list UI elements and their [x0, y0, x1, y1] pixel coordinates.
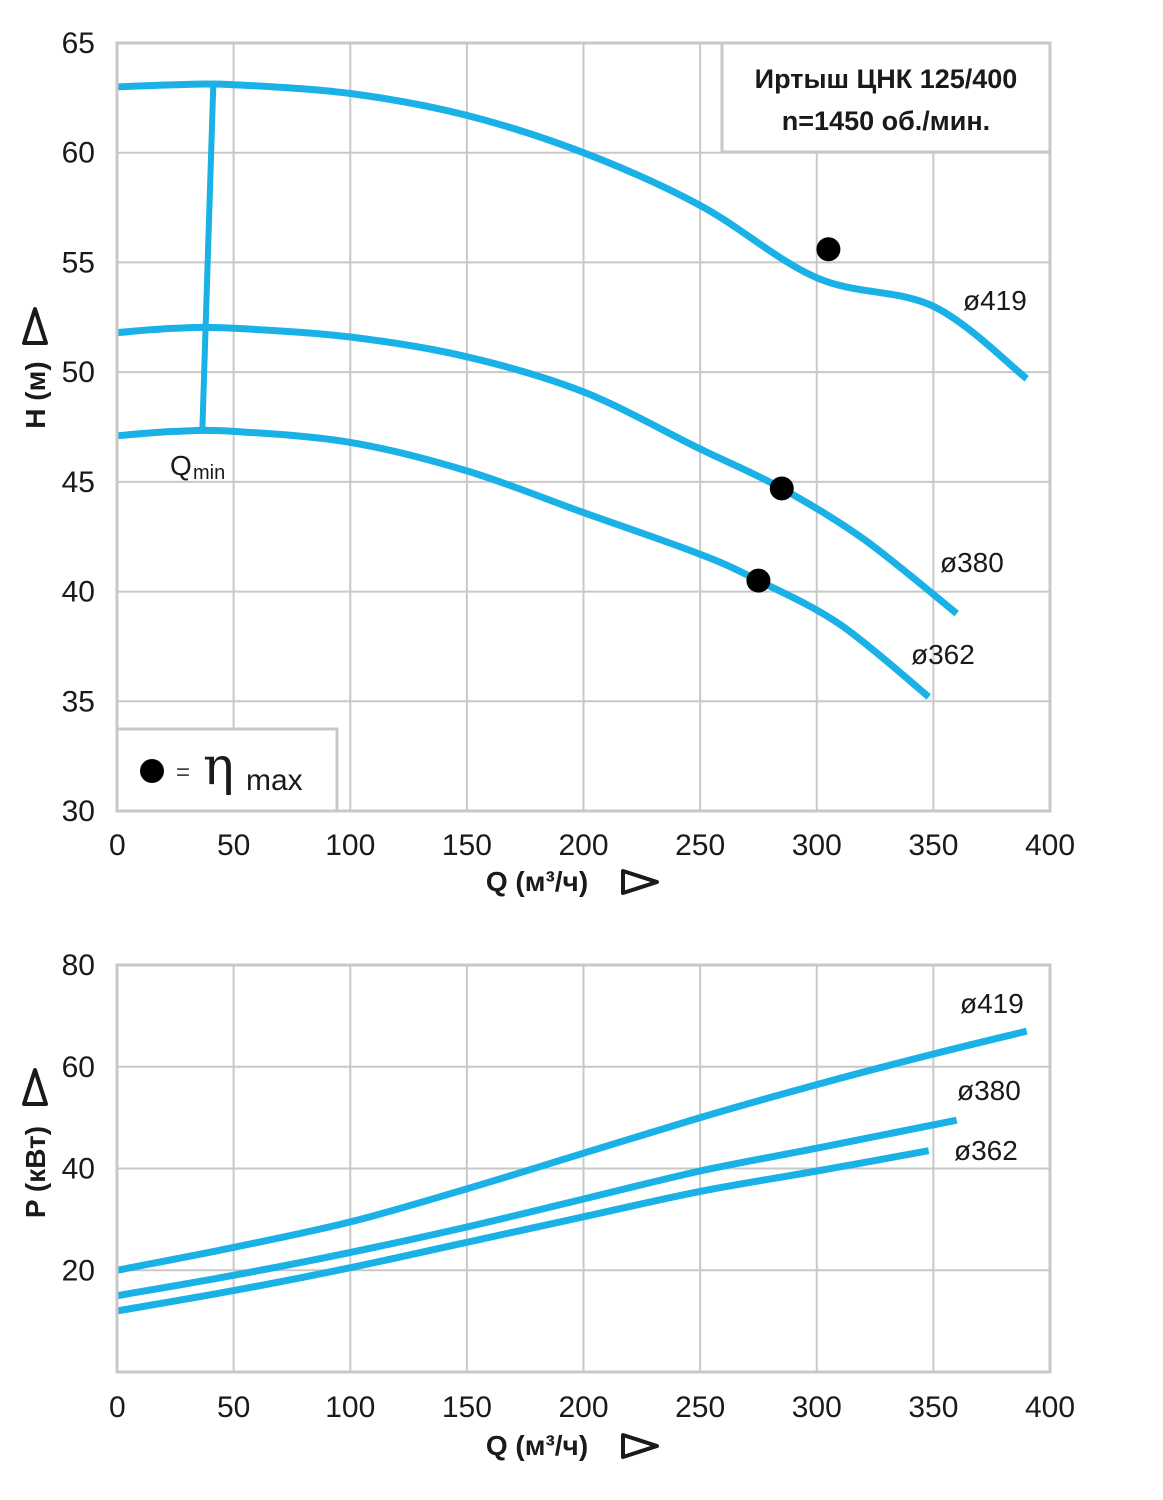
power-chart-grid	[116, 964, 1051, 1372]
x-tick-label: 150	[442, 1391, 492, 1424]
legend-eta-subscript: max	[246, 764, 303, 797]
qmin-line	[199, 84, 217, 432]
qmin-label-main: Q	[170, 450, 192, 481]
x-tick-label: 0	[109, 1391, 126, 1424]
power-curve-label-362: ø362	[954, 1135, 1018, 1166]
x-axis-arrow-icon	[621, 869, 659, 895]
y-axis-arrow-icon	[22, 1068, 48, 1106]
y-tick-label: 65	[62, 27, 95, 60]
bep-point-380	[769, 476, 794, 501]
head-chart-x-axis-label: Q (м³/ч)	[486, 866, 588, 897]
qmin-label-subscript: min	[193, 462, 225, 484]
y-tick-label: 80	[62, 949, 95, 982]
power-chart-x-axis-label: Q (м³/ч)	[486, 1430, 588, 1461]
x-tick-label: 350	[908, 829, 958, 862]
head-chart-y-axis-label: H (м)	[20, 361, 51, 428]
y-tick-label: 40	[62, 1153, 95, 1186]
x-tick-label: 50	[217, 829, 250, 862]
power-chart-y-ticks: 20 40 60 80	[62, 949, 95, 1287]
head-chart-x-axis-title: Q (м³/ч)	[486, 866, 659, 897]
pump-speed-label: n=1450 об./мин.	[782, 106, 990, 136]
legend-equals: =	[176, 759, 190, 786]
head-chart-y-axis-title: H (м)	[20, 307, 51, 429]
x-tick-label: 250	[675, 1391, 725, 1424]
power-chart-y-axis-title: P (кВт)	[20, 1068, 51, 1218]
x-axis-arrow-icon	[621, 1433, 659, 1459]
x-tick-label: 300	[792, 1391, 842, 1424]
head-curve-362	[116, 426, 931, 700]
power-chart-curves	[116, 1027, 1028, 1315]
head-curve-label-362: ø362	[911, 639, 975, 670]
qmin-vertical-line	[199, 84, 217, 432]
head-curve-label-419: ø419	[963, 285, 1027, 316]
y-tick-label: 40	[62, 576, 95, 609]
x-tick-label: 200	[558, 829, 608, 862]
x-tick-label: 100	[325, 1391, 375, 1424]
power-curve-362	[116, 1147, 930, 1315]
head-chart-grid	[116, 42, 1051, 812]
pump-info-box: Иртыш ЦНК 125/400 n=1450 об./мин.	[720, 41, 1052, 154]
qmin-label: Q min	[170, 450, 225, 484]
x-tick-label: 400	[1025, 1391, 1075, 1424]
bep-point-419	[816, 237, 841, 262]
y-tick-label: 20	[62, 1254, 95, 1287]
power-curve-label-419: ø419	[960, 988, 1024, 1019]
x-tick-label: 50	[217, 1391, 250, 1424]
x-tick-label: 350	[908, 1391, 958, 1424]
power-chart-y-axis-label: P (кВт)	[20, 1126, 51, 1218]
x-tick-label: 100	[325, 829, 375, 862]
power-chart-x-ticks: 0 50 100 150 200 250 300 350 400	[109, 1391, 1075, 1424]
y-tick-label: 60	[62, 137, 95, 170]
x-tick-label: 150	[442, 829, 492, 862]
y-tick-label: 55	[62, 246, 95, 279]
y-tick-label: 50	[62, 356, 95, 389]
head-chart-y-ticks: 30 35 40 45 50 55 60 65	[62, 27, 95, 828]
x-tick-label: 200	[558, 1391, 608, 1424]
head-chart-curves	[116, 80, 1029, 700]
y-tick-label: 30	[62, 795, 95, 828]
y-tick-label: 45	[62, 466, 95, 499]
y-tick-label: 60	[62, 1051, 95, 1084]
head-curve-label-380: ø380	[940, 547, 1004, 578]
head-chart-x-ticks: 0 50 100 150 200 250 300 350 400	[109, 829, 1075, 862]
head-chart-frame	[115, 41, 1052, 813]
power-curve-419	[116, 1027, 1028, 1274]
power-curve-380	[116, 1116, 958, 1300]
x-tick-label: 0	[109, 829, 126, 862]
legend-dot-icon	[140, 759, 164, 783]
power-chart: 20 40 60 80 0 50 100 150 200 250 300 350 400 ø419 ø…	[20, 949, 1075, 1461]
x-tick-label: 400	[1025, 829, 1075, 862]
x-tick-label: 300	[792, 829, 842, 862]
pump-model-label: Иртыш ЦНК 125/400	[755, 64, 1018, 94]
power-chart-frame	[115, 963, 1052, 1374]
head-chart-bep-points	[746, 237, 841, 593]
y-axis-arrow-icon	[22, 307, 48, 345]
y-tick-label: 35	[62, 685, 95, 718]
head-curve-380	[116, 323, 959, 617]
power-chart-x-axis-title: Q (м³/ч)	[486, 1430, 659, 1461]
x-tick-label: 250	[675, 829, 725, 862]
legend-eta-symbol: η	[203, 737, 234, 797]
power-curve-label-380: ø380	[957, 1075, 1021, 1106]
head-curve-419	[116, 80, 1029, 382]
eta-max-legend: = η max	[115, 727, 339, 813]
head-chart: 30 35 40 45 50 55 60 65 0 50 100 150 200 250 300 350 40…	[20, 27, 1075, 897]
bep-point-362	[746, 568, 771, 593]
